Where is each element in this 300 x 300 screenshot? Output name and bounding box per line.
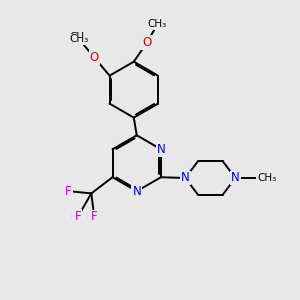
Text: O: O	[142, 36, 152, 49]
Text: F: F	[65, 184, 72, 198]
Text: N: N	[157, 143, 165, 156]
Text: CH₃: CH₃	[69, 32, 88, 42]
Text: CH₃: CH₃	[69, 34, 88, 44]
Text: F: F	[75, 210, 81, 223]
Text: N: N	[181, 172, 190, 184]
Text: O: O	[90, 51, 99, 64]
Text: N: N	[132, 185, 141, 198]
Text: F: F	[91, 211, 98, 224]
Text: N: N	[231, 172, 240, 184]
Text: CH₃: CH₃	[148, 19, 167, 29]
Text: CH₃: CH₃	[257, 173, 277, 183]
